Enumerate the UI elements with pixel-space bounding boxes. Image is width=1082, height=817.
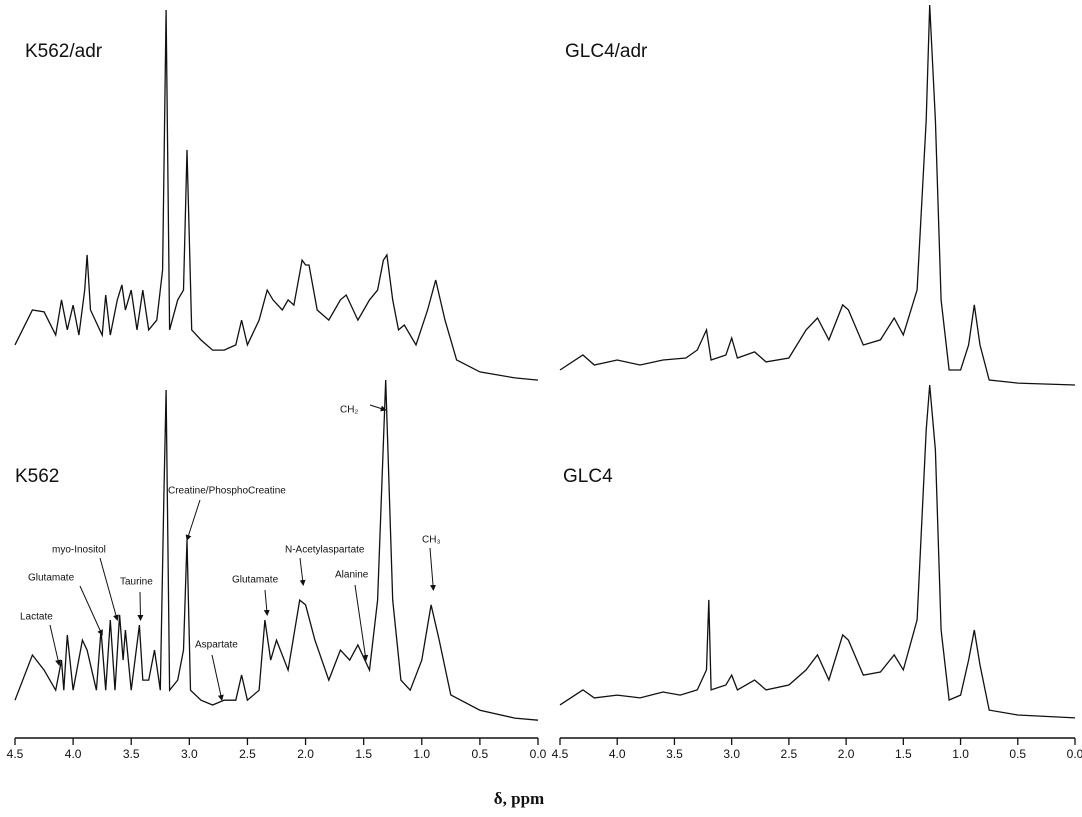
x-axis-label: δ, ppm bbox=[494, 789, 544, 808]
annotation: Aspartate bbox=[195, 640, 238, 651]
x-tick-label: 4.0 bbox=[65, 747, 82, 761]
annotation: Alanine bbox=[335, 570, 369, 581]
spectrum-line bbox=[559, 4, 1076, 386]
annotation-arrow bbox=[299, 557, 306, 586]
panel-title: GLC4 bbox=[563, 466, 613, 487]
x-tick-label: 3.5 bbox=[123, 747, 140, 761]
annotation-arrow bbox=[99, 557, 119, 621]
x-tick-label: 1.0 bbox=[413, 747, 430, 761]
x-tick-label: 3.0 bbox=[723, 747, 740, 761]
annotation-arrow bbox=[369, 404, 387, 412]
annotation: CH₂ bbox=[340, 405, 358, 416]
x-tick-label: 0.5 bbox=[1009, 747, 1026, 761]
annotation-arrow bbox=[429, 547, 436, 591]
annotation: Creatine/PhosphoCreatine bbox=[168, 486, 286, 497]
x-tick-label: 0.5 bbox=[472, 747, 489, 761]
spectrum-line bbox=[559, 384, 1076, 719]
x-tick-label: 2.5 bbox=[781, 747, 798, 761]
panel-title: K562/adr bbox=[25, 41, 103, 62]
x-tick-label: 2.0 bbox=[297, 747, 314, 761]
annotation: CH₃ bbox=[422, 535, 441, 546]
annotation-arrow bbox=[137, 591, 144, 621]
x-tick-label: 3.5 bbox=[666, 747, 683, 761]
annotation: Glutamate bbox=[232, 575, 279, 586]
x-tick-label: 4.5 bbox=[552, 747, 569, 761]
annotation: Glutamate bbox=[28, 573, 75, 584]
x-tick-label: 4.5 bbox=[7, 747, 24, 761]
panel-title: K562 bbox=[15, 466, 59, 487]
annotation: myo-Inositol bbox=[52, 545, 106, 556]
spectrum-line bbox=[14, 379, 539, 721]
annotation-arrow bbox=[79, 585, 103, 636]
x-tick-label: 0.0 bbox=[530, 747, 547, 761]
annotation-arrow bbox=[185, 499, 201, 541]
x-tick-label: 4.0 bbox=[609, 747, 626, 761]
annotation-arrow bbox=[49, 624, 61, 666]
x-tick-label: 2.5 bbox=[239, 747, 256, 761]
spectrum-line bbox=[14, 9, 539, 381]
x-tick-label: 0.0 bbox=[1067, 747, 1082, 761]
x-tick-label: 1.0 bbox=[952, 747, 969, 761]
x-tick-label: 3.0 bbox=[181, 747, 198, 761]
x-tick-label: 2.0 bbox=[838, 747, 855, 761]
annotation: Lactate bbox=[20, 612, 53, 623]
annotation-arrow bbox=[354, 584, 369, 661]
annotation: N-Acetylaspartate bbox=[285, 545, 365, 556]
annotation-arrow bbox=[211, 654, 224, 701]
x-tick-label: 1.5 bbox=[355, 747, 372, 761]
x-tick-label: 1.5 bbox=[895, 747, 912, 761]
panel-title: GLC4/adr bbox=[565, 41, 648, 62]
annotation-arrow bbox=[263, 589, 270, 616]
annotation: Taurine bbox=[120, 577, 153, 588]
